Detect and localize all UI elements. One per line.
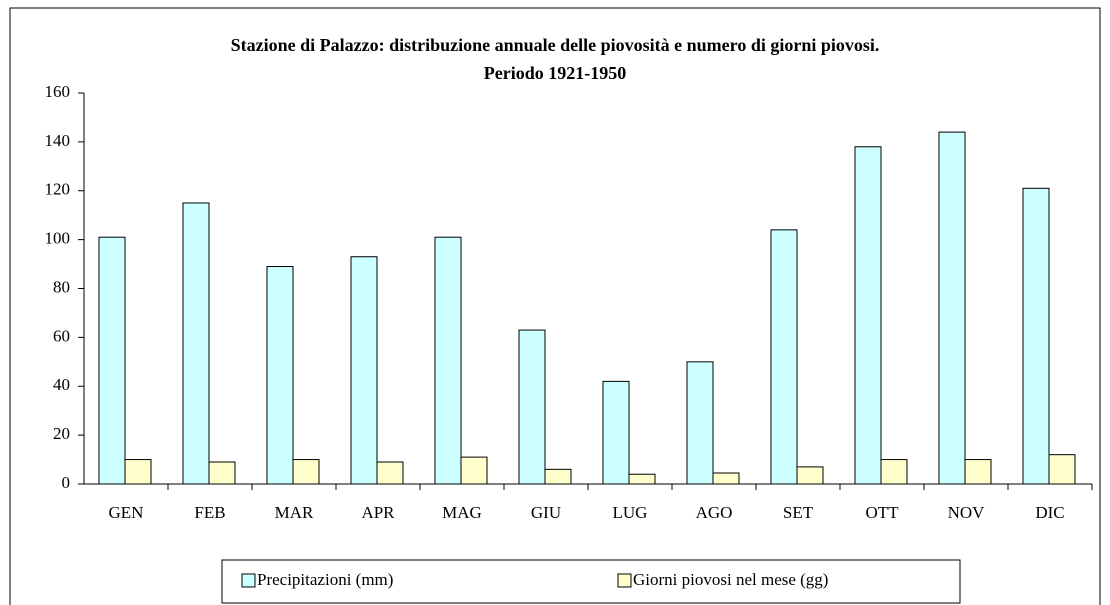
bar <box>880 459 908 485</box>
y-tick-label: 160 <box>45 82 71 101</box>
bar <box>182 202 210 485</box>
bar <box>376 461 404 485</box>
legend-label: Giorni piovosi nel mese (gg) <box>633 570 828 589</box>
y-tick-label: 120 <box>45 180 71 199</box>
x-tick-label: OTT <box>865 503 899 522</box>
bar <box>938 131 966 485</box>
bar <box>434 236 462 485</box>
x-tick-label: GIU <box>531 503 561 522</box>
x-tick-label: DIC <box>1035 503 1064 522</box>
x-tick-label: MAG <box>442 503 482 522</box>
bar <box>350 256 378 485</box>
x-tick-label: LUG <box>613 503 648 522</box>
bar <box>1022 187 1050 485</box>
y-tick-label: 20 <box>53 424 70 443</box>
y-tick-label: 140 <box>45 131 71 150</box>
x-tick-label: MAR <box>275 503 314 522</box>
y-tick-label: 60 <box>53 326 70 345</box>
chart-title: Stazione di Palazzo: distribuzione annua… <box>231 35 880 55</box>
y-tick-label: 100 <box>45 229 71 248</box>
bar <box>964 459 992 485</box>
bar <box>686 361 714 485</box>
bar <box>518 329 546 485</box>
bar <box>544 468 572 485</box>
y-tick-label: 40 <box>53 375 70 394</box>
bar <box>124 459 152 485</box>
chart-subtitle: Periodo 1921-1950 <box>484 63 626 83</box>
bar <box>460 456 488 485</box>
x-tick-label: APR <box>361 503 395 522</box>
x-tick-label: GEN <box>109 503 144 522</box>
legend-swatch <box>241 573 256 588</box>
x-tick-label: AGO <box>696 503 733 522</box>
bar <box>796 466 824 485</box>
bar <box>628 473 656 485</box>
bar <box>208 461 236 485</box>
y-tick-label: 0 <box>62 473 71 492</box>
bar <box>1048 454 1076 485</box>
bar <box>602 380 630 485</box>
x-tick-label: SET <box>783 503 814 522</box>
y-tick-label: 80 <box>53 277 70 296</box>
x-tick-label: FEB <box>194 503 225 522</box>
bar <box>266 266 294 485</box>
legend-box <box>221 559 961 604</box>
bar <box>770 229 798 485</box>
bar <box>712 472 740 485</box>
legend-label: Precipitazioni (mm) <box>257 570 393 589</box>
bar <box>854 146 882 485</box>
x-tick-label: NOV <box>948 503 986 522</box>
bar <box>292 459 320 485</box>
legend-swatch <box>617 573 632 588</box>
bar <box>98 236 126 485</box>
